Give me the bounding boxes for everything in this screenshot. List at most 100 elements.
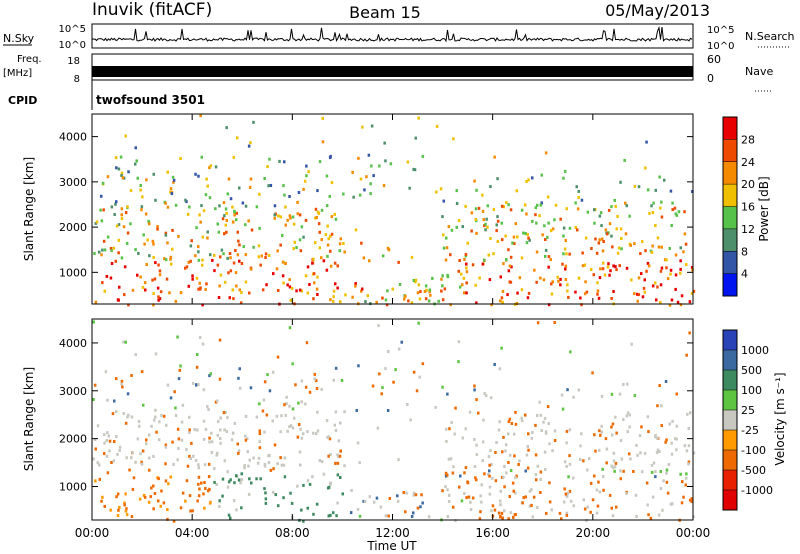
velocity-cell [514, 476, 517, 480]
velocity-cell [190, 441, 193, 445]
power-cell [152, 242, 155, 246]
power-cell [115, 200, 118, 204]
power-cell [643, 290, 646, 294]
power-cell [191, 274, 194, 278]
power-cell [330, 232, 334, 236]
power-cell [607, 262, 610, 266]
velocity-cell [466, 480, 469, 484]
power-cell [229, 269, 233, 273]
x-tick-label: 16:00 [475, 526, 510, 540]
velocity-cell [96, 424, 100, 428]
power-cell [314, 207, 318, 211]
power-cell [234, 271, 238, 275]
velocity-cell [667, 463, 671, 466]
velocity-cell [219, 416, 222, 420]
velocity-cell [294, 383, 297, 387]
power-cell [597, 241, 601, 245]
velocity-cell [645, 481, 649, 485]
power-cell [166, 170, 169, 174]
velocity-cell [517, 463, 520, 466]
power-cell [577, 196, 580, 199]
velocity-cell [558, 511, 562, 515]
velocity-cell [452, 465, 455, 469]
power-cell [358, 193, 362, 197]
velocity-cell [113, 399, 116, 403]
velocity-x-axis: 00:00 04:00 08:00 12:00 16:00 20:00 00:00 [75, 319, 710, 540]
velocity-cell [593, 433, 596, 437]
velocity-cell [473, 465, 477, 468]
power-cell [325, 174, 329, 178]
velocity-cell [654, 470, 657, 473]
power-cell [546, 235, 549, 239]
velocity-cell [185, 479, 189, 483]
velocity-cell [643, 451, 647, 455]
velocity-cell [208, 440, 211, 444]
velocity-cell [184, 499, 187, 503]
velocity-cell [229, 516, 232, 520]
power-cell [263, 177, 266, 180]
power-cell [124, 211, 128, 215]
velocity-cell [362, 499, 365, 503]
power-cell [650, 204, 653, 208]
power-cell [547, 303, 551, 307]
velocity-cell [500, 511, 504, 515]
power-cell [189, 244, 193, 248]
velocity-cell [530, 503, 533, 507]
power-cell [204, 193, 208, 197]
velocity-cell [197, 466, 201, 470]
power-cell [544, 151, 548, 155]
velocity-cell [293, 416, 296, 420]
velocity-cell [415, 389, 419, 393]
power-cell [363, 188, 366, 192]
velocity-cell [224, 411, 227, 414]
power-cell [616, 214, 619, 218]
power-cell [455, 202, 459, 205]
power-cell [423, 290, 427, 293]
power-cell [367, 153, 371, 157]
power-cell [225, 211, 228, 215]
power-cell [576, 228, 579, 232]
velocity-cell [336, 461, 340, 465]
power-cell [177, 234, 180, 238]
power-cell [574, 226, 577, 229]
power-cell [658, 175, 661, 179]
power-cell [414, 280, 417, 284]
power-cell [117, 223, 121, 227]
velocity-cell [545, 511, 548, 515]
velocity-cell [300, 379, 304, 383]
velocity-cell [534, 453, 538, 457]
velocity-cell [197, 475, 201, 479]
power-cell [607, 208, 611, 212]
power-cell [269, 184, 273, 187]
velocity-cell [246, 450, 249, 454]
power-cell [535, 221, 538, 225]
power-cell [643, 278, 646, 282]
velocity-cell [544, 430, 548, 434]
velocity-cell [497, 511, 501, 515]
power-cell [288, 195, 291, 198]
velocity-cell [580, 432, 583, 436]
power-cell [197, 245, 200, 249]
velocity-cell [125, 507, 128, 511]
velocity-cell [291, 362, 294, 366]
velocity-cell [490, 509, 493, 513]
power-cell [465, 281, 468, 285]
power-cell [500, 296, 504, 300]
power-cell [610, 234, 613, 238]
velocity-cell [315, 432, 318, 436]
power-cell [232, 261, 236, 265]
power-cell [541, 233, 544, 237]
power-cell [103, 289, 106, 293]
velocity-cell [363, 500, 367, 503]
velocity-cell [272, 467, 275, 471]
velocity-cell [539, 491, 542, 494]
power-cell [231, 220, 235, 224]
velocity-cell [586, 468, 589, 472]
velocity-cell [117, 508, 120, 512]
power-cell [606, 232, 609, 236]
velocity-cell [171, 440, 174, 444]
velocity-cell [180, 438, 184, 442]
velocity-cell [692, 451, 696, 455]
velocity-cell [446, 515, 450, 518]
